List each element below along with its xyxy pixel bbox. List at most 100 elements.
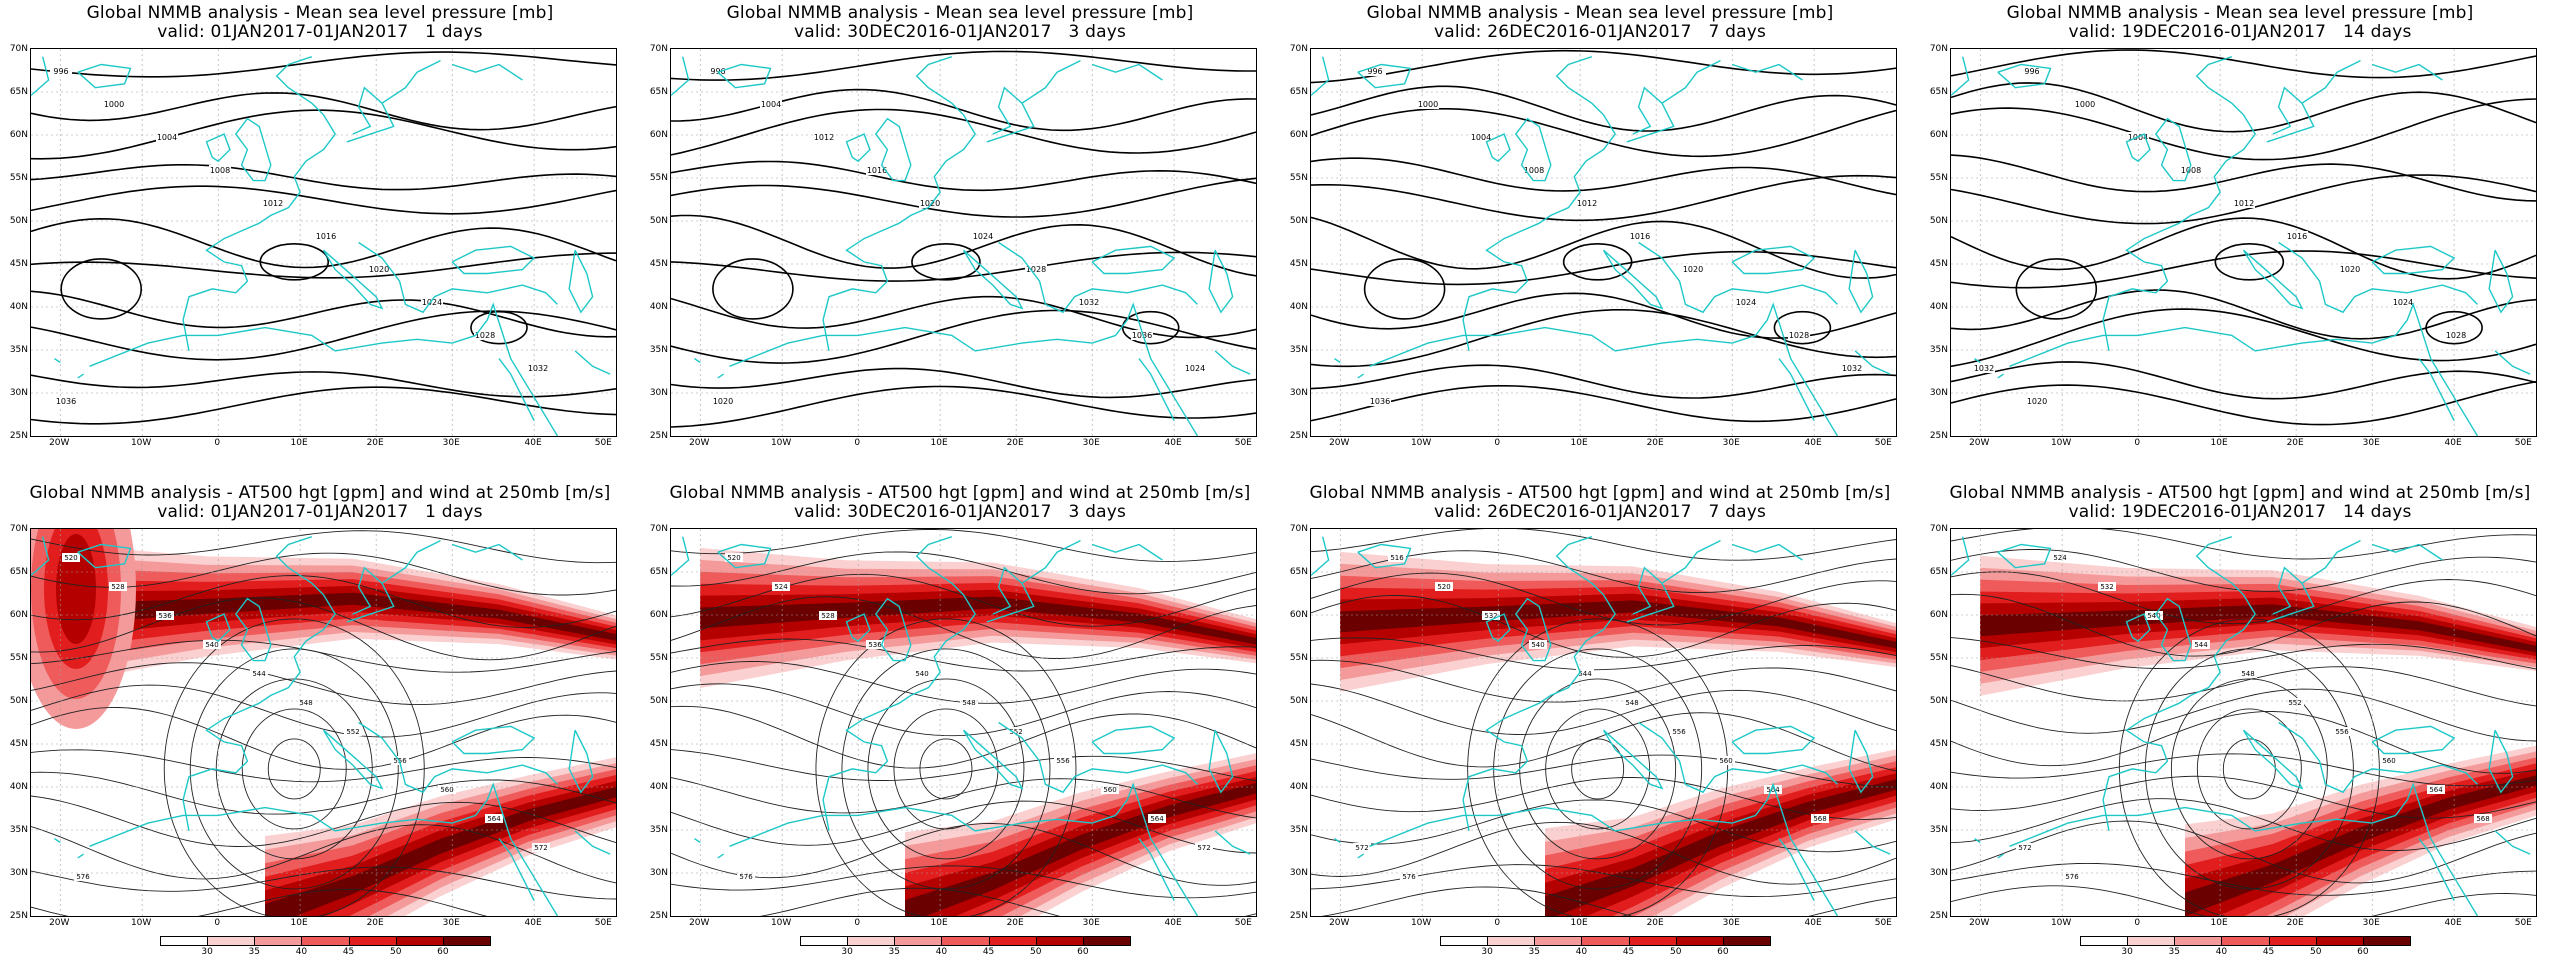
height-label: 560 xyxy=(440,786,453,794)
colorbar-tick-label: 40 xyxy=(2215,947,2228,957)
isobar-label: 996 xyxy=(1367,67,1382,76)
height-contour xyxy=(1951,862,2536,896)
isobar-label: 1016 xyxy=(1630,232,1650,241)
coastline xyxy=(874,117,912,182)
isobar xyxy=(671,177,1256,218)
isobar-label-bg xyxy=(527,363,549,373)
isobar-label: 1024 xyxy=(2393,298,2413,307)
height-label: 560 xyxy=(1103,786,1116,794)
isobar xyxy=(31,371,616,398)
coastline xyxy=(54,358,61,364)
height-label-bg xyxy=(1623,698,1641,707)
isobar-label: 1028 xyxy=(2446,331,2466,340)
lat-tick-label: 25N xyxy=(649,911,668,921)
lat-tick-label: 50N xyxy=(1929,696,1948,706)
lon-tick-label: 30E xyxy=(2362,918,2380,928)
height-label: 544 xyxy=(2194,641,2208,649)
isobar-label-bg xyxy=(2074,99,2096,109)
coastline xyxy=(998,721,1198,794)
isobar-label-bg xyxy=(474,330,496,340)
coastlines xyxy=(31,56,611,436)
coastline xyxy=(2494,830,2531,855)
lon-tick-label: 50E xyxy=(1234,438,1252,448)
coastline xyxy=(1138,838,1175,901)
coastline xyxy=(2102,536,2257,832)
height-contour xyxy=(31,795,616,847)
isobar xyxy=(1951,82,2536,133)
map-svg: 520 524 528 536 540 548 552 556 560 564 572 576 xyxy=(671,529,1256,916)
isobar-label-bg xyxy=(156,132,178,142)
isobar-label: 1020 xyxy=(1683,265,1703,274)
lon-tick-label: 20W xyxy=(1329,438,1350,448)
isobar-label-bg xyxy=(760,99,782,109)
coastline xyxy=(1731,725,1816,755)
height-label-bg xyxy=(1388,553,1406,562)
coastline xyxy=(717,373,724,379)
wind-band-60 xyxy=(60,592,616,641)
height-contour xyxy=(760,887,1256,916)
height-label: 548 xyxy=(299,699,312,707)
lat-tick-label: 35N xyxy=(649,825,668,835)
colorbar-tick-label: 50 xyxy=(1029,947,1042,957)
height-label-bg xyxy=(737,872,755,881)
isobar-label: 1036 xyxy=(56,397,76,406)
height-contour xyxy=(31,684,616,738)
height-label-bg xyxy=(2063,872,2081,881)
lon-tick-label: 20E xyxy=(366,438,384,448)
coastline xyxy=(568,249,594,314)
lat-tick-label: 25N xyxy=(1929,911,1948,921)
height-contour xyxy=(671,551,1256,595)
isobar-label-bg xyxy=(1369,396,1391,406)
height-label-bg xyxy=(725,553,743,562)
colorbar-swatch xyxy=(2268,936,2317,946)
coastline xyxy=(2418,358,2455,421)
lon-tick-label: 30E xyxy=(1082,918,1100,928)
z500-map-panel: Global NMMB analysis - AT500 hgt [gpm] a… xyxy=(1280,480,1920,960)
lat-tick-label: 30N xyxy=(649,388,668,398)
height-label: 572 xyxy=(1197,844,1210,852)
isobar xyxy=(1311,216,1896,279)
lon-tick-label: 20E xyxy=(1006,918,1024,928)
coastlines xyxy=(1311,536,1891,916)
colorbar-tick-label: 45 xyxy=(2262,947,2275,957)
height-label-bg xyxy=(960,698,978,707)
height-label: 576 xyxy=(739,873,753,881)
lon-tick-label: 30E xyxy=(1082,438,1100,448)
panel-subtitle: valid: 26DEC2016-01JAN2017 7 days xyxy=(1433,22,1767,42)
height-contour xyxy=(1321,886,1896,916)
coastline xyxy=(77,853,84,859)
coastline xyxy=(2301,59,2361,104)
lon-tick-label: 20W xyxy=(1969,918,1990,928)
coastline xyxy=(1514,117,1552,182)
coastline xyxy=(205,133,231,163)
lon-tick-label: 0 xyxy=(1494,918,1501,928)
lat-tick-label: 55N xyxy=(1289,653,1308,663)
coastline xyxy=(77,543,132,569)
coastline xyxy=(182,536,337,832)
lon-tick-label: 30E xyxy=(2362,438,2380,448)
mslp-map-panel: Global NMMB analysis - Mean sea level pr… xyxy=(1920,0,2560,480)
lat-tick-label: 50N xyxy=(9,696,28,706)
lat-tick-label: 35N xyxy=(649,345,668,355)
coastline xyxy=(1731,245,1816,275)
isobar xyxy=(671,309,1256,364)
isobar-label: 1008 xyxy=(1524,166,1544,175)
coastline xyxy=(1854,830,1891,855)
mslp-map-panel: Global NMMB analysis - Mean sea level pr… xyxy=(0,0,640,480)
height-label-bg xyxy=(1670,727,1688,736)
lat-tick-label: 60N xyxy=(1289,130,1308,140)
lat-tick-label: 55N xyxy=(1929,173,1948,183)
isobar-label: 1004 xyxy=(1471,133,1491,142)
panel-title: Global NMMB analysis - Mean sea level pr… xyxy=(1366,3,1834,23)
height-label: 524 xyxy=(2053,554,2067,562)
lon-tick-label: 10W xyxy=(1410,918,1432,928)
coastline xyxy=(1369,326,1756,367)
lat-tick-label: 40N xyxy=(1929,302,1948,312)
lat-tick-label: 60N xyxy=(9,610,28,620)
height-label-bg xyxy=(772,582,790,591)
isobar-label-bg xyxy=(2286,231,2308,241)
isobar-label-bg xyxy=(1682,264,1704,274)
coastline xyxy=(1997,853,2004,859)
colorbar-swatch xyxy=(442,936,491,946)
coastline xyxy=(346,566,395,623)
